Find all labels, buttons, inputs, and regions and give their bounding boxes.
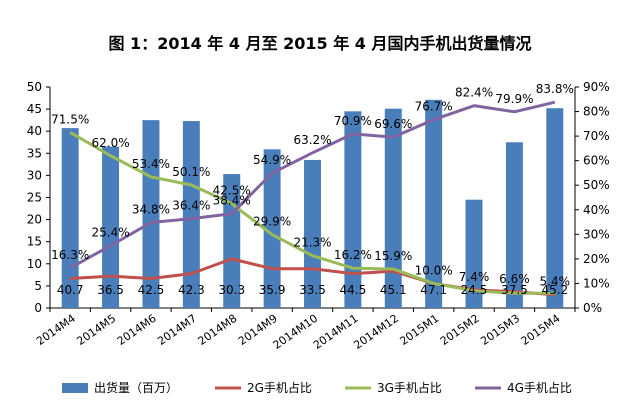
line-value-label: 21.3% bbox=[293, 236, 331, 250]
x-tick-label: 2014M7 bbox=[155, 312, 199, 348]
legend-label: 出货量（百万） bbox=[94, 380, 178, 395]
line-value-label: 76.7% bbox=[415, 100, 453, 114]
bar bbox=[384, 108, 402, 309]
right-tick-label: 50% bbox=[583, 178, 610, 192]
bar-value-label: 30.3 bbox=[218, 283, 245, 297]
left-tick-label: 35 bbox=[27, 146, 42, 160]
right-tick-label: 70% bbox=[583, 129, 610, 143]
bar-value-label: 45.2 bbox=[541, 283, 568, 297]
bar bbox=[61, 128, 79, 308]
bar-value-label: 40.7 bbox=[57, 283, 84, 297]
legend-label: 2G手机占比 bbox=[247, 380, 312, 395]
bar bbox=[142, 120, 160, 309]
line-value-label: 62.0% bbox=[92, 136, 130, 150]
left-tick-label: 10 bbox=[27, 257, 42, 271]
left-tick-label: 50 bbox=[27, 80, 42, 94]
line-value-label: 16.3% bbox=[51, 248, 89, 262]
line-value-label: 29.9% bbox=[253, 215, 291, 229]
bar-value-label: 45.1 bbox=[380, 283, 407, 297]
right-tick-label: 90% bbox=[583, 80, 610, 94]
left-tick-label: 15 bbox=[27, 235, 42, 249]
bar bbox=[465, 199, 483, 308]
line-value-label: 38.4% bbox=[213, 194, 251, 208]
x-tick-label: 2014M12 bbox=[351, 312, 401, 352]
line-value-label: 70.9% bbox=[334, 114, 372, 128]
series-line-3 bbox=[69, 100, 556, 270]
line-value-label: 53.4% bbox=[132, 157, 170, 171]
bar-value-label: 35.9 bbox=[259, 283, 286, 297]
left-tick-label: 45 bbox=[27, 102, 42, 116]
line-value-label: 15.9% bbox=[374, 249, 412, 263]
left-tick-label: 40 bbox=[27, 124, 42, 138]
left-tick-label: 0 bbox=[34, 301, 42, 315]
line-value-label: 36.4% bbox=[172, 199, 210, 213]
bar-value-label: 33.5 bbox=[299, 283, 326, 297]
legend-label: 3G手机占比 bbox=[377, 380, 442, 395]
left-tick-label: 30 bbox=[27, 168, 42, 182]
x-tick-label: 2014M4 bbox=[34, 312, 78, 348]
right-tick-label: 40% bbox=[583, 203, 610, 217]
bar bbox=[304, 159, 321, 308]
bar-value-label: 42.5 bbox=[138, 283, 165, 297]
bar bbox=[425, 99, 443, 309]
line-value-label: 34.8% bbox=[132, 203, 170, 217]
line-value-label: 7.4% bbox=[459, 270, 490, 284]
chart-title: 图 1：2014 年 4 月至 2015 年 4 月国内手机出货量情况 bbox=[108, 34, 532, 53]
bar-value-label: 42.3 bbox=[178, 283, 205, 297]
x-tick-label: 2014M5 bbox=[74, 312, 118, 348]
left-tick-label: 25 bbox=[27, 191, 42, 205]
bar bbox=[546, 108, 564, 308]
line-value-label: 79.9% bbox=[495, 92, 533, 106]
x-tick-label: 2014M6 bbox=[115, 312, 159, 348]
bar bbox=[102, 146, 120, 308]
line-value-label: 42.5% bbox=[213, 184, 251, 198]
bar bbox=[182, 121, 200, 308]
right-tick-label: 80% bbox=[583, 105, 610, 119]
right-tick-label: 20% bbox=[583, 252, 610, 266]
x-tick-label: 2014M8 bbox=[196, 312, 240, 348]
line-value-label: 25.4% bbox=[92, 226, 130, 240]
x-tick-label: 2014M10 bbox=[271, 312, 321, 352]
line-value-label: 82.4% bbox=[455, 86, 493, 100]
bar-value-label: 47.1 bbox=[420, 283, 447, 297]
bar-value-label: 24.5 bbox=[461, 283, 488, 297]
line-value-label: 10.0% bbox=[415, 263, 453, 277]
bar-value-label: 44.5 bbox=[340, 283, 367, 297]
right-tick-label: 10% bbox=[583, 276, 610, 290]
legend-swatch bbox=[62, 383, 88, 393]
line-value-label: 63.2% bbox=[293, 133, 331, 147]
bar bbox=[505, 142, 523, 308]
series-line-2 bbox=[69, 131, 555, 295]
x-tick-label: 2015M3 bbox=[478, 312, 522, 348]
bar-value-label: 36.5 bbox=[97, 283, 124, 297]
left-tick-label: 20 bbox=[27, 213, 42, 227]
bar bbox=[344, 111, 362, 308]
legend-label: 4G手机占比 bbox=[507, 380, 572, 395]
bar-value-label: 37.5 bbox=[501, 283, 528, 297]
line-value-label: 54.9% bbox=[253, 153, 291, 167]
left-tick-label: 5 bbox=[34, 279, 42, 293]
right-tick-label: 30% bbox=[583, 227, 610, 241]
x-tick-label: 2015M1 bbox=[397, 312, 441, 348]
line-value-label: 16.2% bbox=[334, 248, 372, 262]
line-value-label: 69.6% bbox=[374, 117, 412, 131]
line-value-label: 5.4% bbox=[540, 275, 571, 289]
x-tick-label: 2014M11 bbox=[311, 312, 361, 352]
line-value-label: 83.8% bbox=[536, 82, 574, 96]
line-value-label: 50.1% bbox=[172, 165, 210, 179]
x-tick-label: 2015M4 bbox=[519, 312, 563, 348]
line-value-label: 6.6% bbox=[499, 272, 530, 286]
line-value-label: 71.5% bbox=[51, 112, 89, 126]
x-tick-label: 2015M2 bbox=[438, 312, 482, 348]
right-tick-label: 60% bbox=[583, 154, 610, 168]
right-tick-label: 0% bbox=[583, 301, 602, 315]
